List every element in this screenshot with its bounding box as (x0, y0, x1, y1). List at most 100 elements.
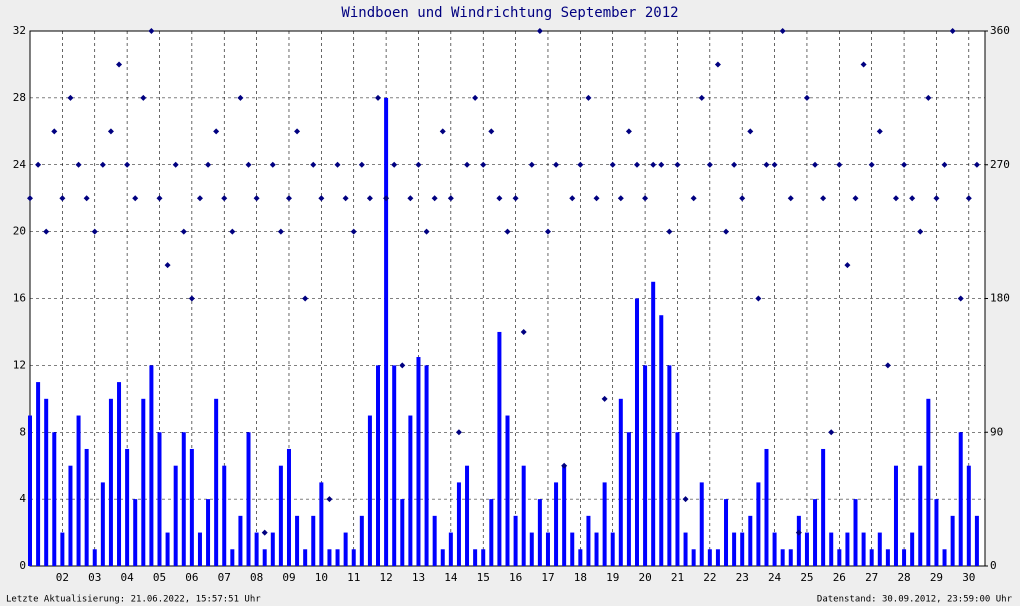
gust-bar (788, 549, 793, 566)
direction-dot (747, 128, 754, 135)
gust-bar (303, 549, 308, 566)
gust-bar (926, 398, 931, 566)
gust-bar (165, 532, 170, 566)
gust-bar (756, 482, 761, 566)
gust-bar (732, 532, 737, 566)
x-tick-label: 04 (120, 571, 134, 584)
direction-dot (544, 228, 551, 235)
gust-bar (28, 415, 32, 566)
gust-bar (465, 465, 470, 566)
direction-dot (642, 195, 649, 202)
gust-bar (189, 448, 194, 566)
direction-dot (164, 262, 171, 269)
direction-dot (269, 161, 276, 168)
gust-bar (44, 398, 49, 566)
gust-bar (521, 465, 526, 566)
gust-bar (643, 365, 648, 566)
gust-bar (594, 532, 599, 566)
direction-dot (431, 195, 438, 202)
gust-bar (60, 532, 65, 566)
direction-dot (528, 161, 535, 168)
direction-dot (464, 161, 471, 168)
gust-bar (311, 515, 316, 566)
gust-bar (934, 499, 939, 566)
direction-dot (99, 161, 106, 168)
direction-dot (585, 94, 592, 101)
direction-dot (132, 195, 139, 202)
direction-dot (553, 161, 560, 168)
x-tick-label: 19 (606, 571, 619, 584)
x-tick-label: 26 (833, 571, 846, 584)
x-tick-label: 03 (88, 571, 101, 584)
direction-dot (682, 496, 689, 503)
chart-title: Windboen und Windrichtung September 2012 (341, 5, 678, 21)
direction-dot (229, 228, 236, 235)
gust-bar (76, 415, 81, 566)
gust-bar (958, 432, 963, 566)
y2-tick-label: 90 (990, 425, 1003, 438)
direction-dot (674, 161, 681, 168)
gust-bar (157, 432, 162, 566)
direction-dot (439, 128, 446, 135)
gust-bar (238, 515, 243, 566)
direction-dot (213, 128, 220, 135)
direction-dot (795, 529, 802, 536)
x-tick-label: 15 (477, 571, 490, 584)
direction-dot (67, 94, 74, 101)
gust-bar (497, 331, 502, 566)
direction-dot (172, 161, 179, 168)
x-tick-label: 24 (768, 571, 782, 584)
direction-dot (253, 195, 260, 202)
direction-dot (690, 195, 697, 202)
direction-dot (342, 195, 349, 202)
x-tick-label: 13 (412, 571, 425, 584)
gust-bar (966, 465, 971, 566)
y2-tick-label: 360 (990, 24, 1010, 37)
direction-dot (318, 195, 325, 202)
gust-bar (626, 432, 631, 566)
gust-bar (545, 532, 550, 566)
gust-bar (36, 382, 41, 566)
direction-dot (949, 28, 956, 34)
direction-dot (294, 128, 301, 135)
gust-bar (424, 365, 429, 566)
gust-bar (286, 448, 291, 566)
direction-dot (828, 429, 835, 436)
gust-bar (408, 415, 413, 566)
direction-dot (820, 195, 827, 202)
direction-dot (739, 195, 746, 202)
direction-dot (205, 161, 212, 168)
direction-dot (860, 61, 867, 68)
direction-dot (973, 161, 980, 168)
gust-bar (562, 465, 567, 566)
direction-dot (909, 195, 916, 202)
direction-dot (957, 295, 964, 302)
gust-bar (214, 398, 219, 566)
gust-bar (837, 549, 842, 566)
gust-bar (537, 499, 542, 566)
direction-dot (310, 161, 317, 168)
gust-bar (885, 549, 890, 566)
direction-dot (366, 195, 373, 202)
gust-bar (254, 532, 259, 566)
direction-dot (277, 228, 284, 235)
gust-bar (262, 549, 267, 566)
direction-dot (35, 161, 42, 168)
x-tick-label: 23 (736, 571, 749, 584)
direction-dot (391, 161, 398, 168)
direction-dot (884, 362, 891, 369)
gust-bar (335, 549, 340, 566)
direction-dot (107, 128, 114, 135)
y-tick-label: 20 (13, 225, 26, 238)
direction-dot (496, 195, 503, 202)
gust-bar (796, 515, 801, 566)
direction-dot (83, 195, 90, 202)
direction-dot (601, 395, 608, 402)
direction-dot (609, 161, 616, 168)
footer-right: Datenstand: 30.09.2012, 23:59:00 Uhr (817, 595, 1013, 605)
y-tick-label: 28 (13, 91, 26, 104)
direction-dot (698, 94, 705, 101)
gust-bar (634, 298, 639, 566)
gust-bar (853, 499, 858, 566)
